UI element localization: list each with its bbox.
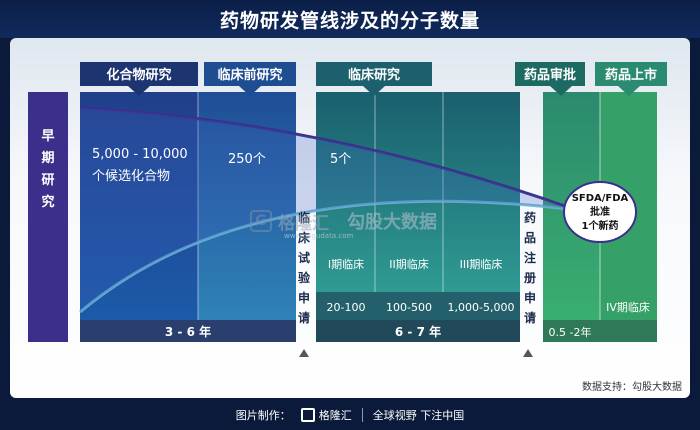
early-research-char-1: 早 — [41, 129, 54, 144]
footer: 图片制作： 格隆汇 全球视野 下注中国 — [0, 400, 700, 430]
footer-made-by: 图片制作： — [235, 409, 291, 422]
preclinical-count: 250个 — [228, 152, 266, 167]
approval-duration-bar — [543, 320, 657, 342]
svg-text:SFDA/FDA: SFDA/FDA — [572, 193, 629, 204]
compound-count-label: 个候选化合物 — [92, 169, 170, 184]
phase-3-label: III期临床 — [460, 257, 503, 271]
data-source: 数据支持：勾股大数据 — [582, 382, 682, 393]
clinical-block — [316, 92, 520, 292]
drug-registration-char: 药 — [524, 210, 536, 225]
watermark-logo-icon: G — [250, 210, 272, 232]
watermark-url: www.gogudata.com — [284, 232, 354, 240]
drug-registration-char: 申 — [524, 290, 536, 305]
early-research-char-3: 研 — [41, 173, 54, 188]
phase-2-label: II期临床 — [389, 257, 429, 271]
stage-tab-market: 药品上市 — [595, 62, 667, 96]
funnel-bottom-curve — [79, 199, 577, 314]
watermark-brand: 格隆汇 — [278, 213, 329, 234]
compound-block — [80, 92, 198, 320]
approval-bubble: SFDA/FDA 批准 1个新药 — [563, 181, 637, 243]
watermark: G 格隆汇 勾股大数据 — [250, 208, 437, 234]
phase-1-count: 20-100 — [327, 301, 366, 314]
drug-registration-char: 请 — [524, 310, 536, 325]
phase-2-count: 100-500 — [386, 301, 432, 314]
early-research-char-2: 期 — [41, 151, 54, 166]
phase-3-count: 1,000-5,000 — [448, 301, 515, 314]
stage-tab-clinical: 临床研究 — [316, 62, 432, 96]
funnel-top-curve — [79, 106, 577, 212]
trial-application-char: 试 — [298, 250, 310, 265]
phase-count-row — [316, 292, 520, 320]
trial-application-char: 临 — [298, 210, 310, 225]
drug-registration-char: 册 — [524, 271, 536, 285]
header: 药物研发管线涉及的分子数量 — [0, 0, 700, 38]
svg-text:临床前研究: 临床前研究 — [217, 67, 282, 83]
clinical-count: 5个 — [330, 152, 351, 167]
registration-arrow-icon — [523, 349, 533, 357]
early-research-box — [28, 92, 68, 342]
trial-application-char: 请 — [298, 310, 310, 325]
clinical-duration-bar — [316, 320, 520, 342]
svg-text:临床研究: 临床研究 — [348, 67, 400, 83]
footer-divider — [361, 408, 363, 422]
svg-text:化合物研究: 化合物研究 — [106, 67, 171, 83]
early-research-label: 早 期 研 究 — [41, 129, 54, 210]
phase-1-label: I期临床 — [328, 257, 364, 271]
trial-application-char: 床 — [298, 230, 311, 245]
drug-registration-char: 注 — [524, 250, 536, 265]
footer-logo: 格隆汇 — [300, 407, 352, 423]
footer-brand: 格隆汇 — [318, 409, 352, 422]
clinical-duration: 6 - 7 年 — [395, 324, 441, 339]
svg-text:批准: 批准 — [590, 205, 610, 218]
early-research-char-4: 究 — [41, 194, 54, 210]
page-title: 药物研发管线涉及的分子数量 — [219, 9, 480, 32]
stage-tab-approval: 药品审批 — [515, 62, 585, 96]
approval-duration: 0.5 -2年 — [549, 325, 592, 339]
stage-tab-preclinical: 临床前研究 — [204, 62, 296, 96]
trial-application-char: 验 — [298, 270, 311, 285]
watermark-sub: 勾股大数据 — [347, 212, 437, 233]
svg-text:药品审批: 药品审批 — [524, 67, 576, 83]
trial-application-char: 申 — [298, 290, 310, 305]
brand-logo-icon — [300, 408, 315, 422]
stage-tab-compound: 化合物研究 — [80, 62, 198, 96]
footer-slogan: 全球视野 下注中国 — [372, 409, 465, 422]
early-duration-bar — [80, 320, 296, 342]
phase-4-label: IV期临床 — [606, 300, 650, 314]
svg-text:药品上市: 药品上市 — [605, 67, 657, 83]
early-duration: 3 - 6 年 — [165, 324, 211, 339]
svg-text:1个新药: 1个新药 — [582, 219, 619, 232]
drug-registration-char: 品 — [524, 231, 536, 245]
trial-arrow-icon — [299, 349, 309, 357]
compound-count: 5,000 - 10,000 — [92, 147, 188, 162]
